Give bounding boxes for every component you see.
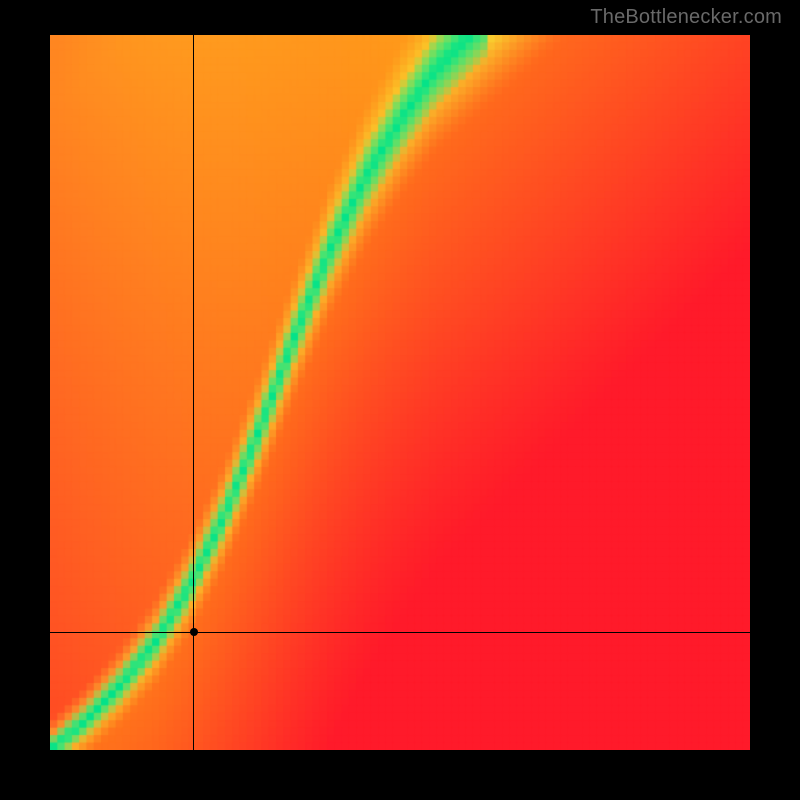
plot-area (50, 35, 750, 750)
crosshair-marker (190, 628, 198, 636)
bottleneck-heatmap (50, 35, 750, 750)
figure-container: TheBottlenecker.com (0, 0, 800, 800)
crosshair-horizontal (50, 632, 750, 633)
crosshair-vertical (193, 35, 194, 750)
watermark-text: TheBottlenecker.com (590, 6, 782, 29)
